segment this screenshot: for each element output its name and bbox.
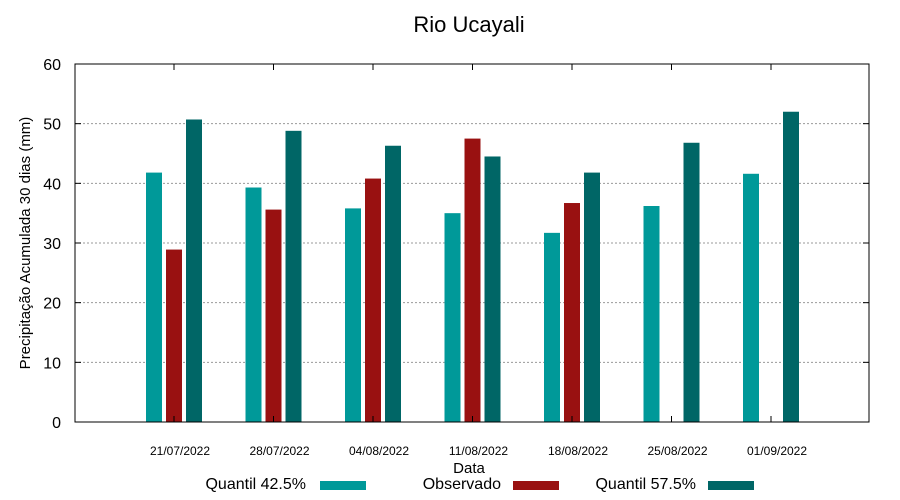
bar-observado-3 <box>464 138 481 423</box>
y-tick-label: 10 <box>43 355 61 372</box>
bar-observado-4 <box>564 203 580 422</box>
bar-quantil-42-5--3 <box>444 213 461 422</box>
bar-quantil-57-5--3 <box>484 156 501 422</box>
bar-observado-1 <box>265 209 282 422</box>
legend-label: Quantil 42.5% <box>205 476 306 493</box>
legend-swatch <box>708 481 754 490</box>
bar-quantil-57-5--1 <box>285 130 302 422</box>
bar-observado-2 <box>365 178 381 422</box>
bar-quantil-57-5--0 <box>186 119 202 423</box>
x-tick-label: 01/09/2022 <box>747 444 807 458</box>
bar-quantil-57-5--6 <box>783 111 799 422</box>
legend: Quantil 42.5% Observado Quantil 57.5% <box>205 476 754 493</box>
chart-title: Rio Ucayali <box>413 12 524 37</box>
x-tick-label: 04/08/2022 <box>349 444 409 458</box>
x-axis-ticks: 21/07/2022 28/07/2022 04/08/2022 11/08/2022… <box>150 64 807 458</box>
y-tick-label: 50 <box>43 117 61 134</box>
bar-quantil-42-5--4 <box>544 232 560 422</box>
bar-quantil-42-5--1 <box>245 187 262 422</box>
y-tick-label: 40 <box>43 176 61 193</box>
bar-observado-0 <box>166 249 182 422</box>
x-tick-label: 21/07/2022 <box>150 444 210 458</box>
x-tick-label: 11/08/2022 <box>449 444 508 458</box>
x-axis-label: Data <box>453 460 485 477</box>
bar-quantil-57-5--5 <box>683 142 700 422</box>
y-tick-label: 0 <box>52 415 61 432</box>
bar-quantil-42-5--6 <box>743 173 759 422</box>
y-tick-label: 20 <box>43 296 61 313</box>
bar-quantil-42-5--2 <box>345 208 361 422</box>
x-tick-label: 25/08/2022 <box>647 444 707 458</box>
y-tick-label: 30 <box>43 236 61 253</box>
bar-quantil-57-5--2 <box>385 145 401 422</box>
legend-label: Quantil 57.5% <box>595 476 696 493</box>
y-axis-label: Precipitação Acumulada 30 dias (mm) <box>17 117 34 370</box>
legend-swatch <box>513 481 559 490</box>
bar-quantil-57-5--4 <box>584 172 600 422</box>
y-tick-label: 60 <box>43 57 61 74</box>
x-tick-label: 18/08/2022 <box>548 444 608 458</box>
bar-quantil-42-5--0 <box>146 172 162 422</box>
bar-quantil-42-5--5 <box>643 206 660 422</box>
legend-label: Observado <box>423 476 501 493</box>
bars <box>146 111 799 423</box>
legend-swatch <box>320 481 366 490</box>
y-axis-ticks: 0 10 20 30 40 50 60 <box>43 57 869 432</box>
x-tick-label: 28/07/2022 <box>249 444 309 458</box>
